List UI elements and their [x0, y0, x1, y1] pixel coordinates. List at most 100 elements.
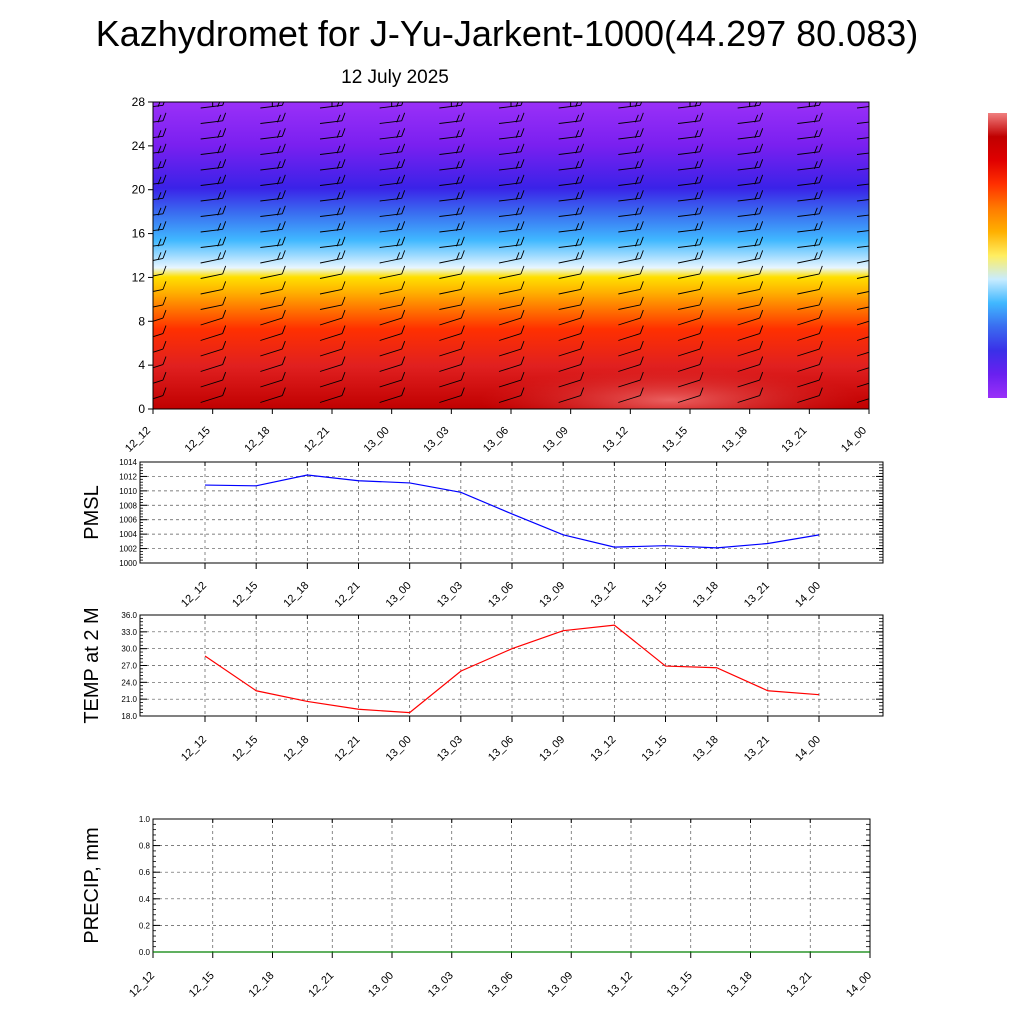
x-tick-label: 13_09 — [537, 580, 567, 610]
wind-barb-shaft — [153, 213, 164, 216]
wind-barb-flag — [575, 207, 580, 216]
wind-barb-flag — [575, 145, 580, 154]
wind-barb-flag — [401, 281, 406, 290]
wind-barb-shaft — [737, 304, 760, 310]
wind-barb-flag — [401, 387, 406, 396]
wind-barb-flag — [455, 223, 460, 231]
wind-barb-flag — [336, 252, 341, 261]
wind-barb-shaft — [558, 104, 581, 109]
wind-barb-flag — [460, 281, 465, 290]
wind-barb-flag — [580, 309, 585, 319]
wind-barb-shaft — [797, 304, 820, 310]
wind-barb-flag — [639, 250, 644, 259]
wind-barb-flag — [460, 325, 465, 334]
wind-barb-flag — [157, 192, 162, 200]
wind-barb-shaft — [260, 244, 283, 248]
x-tick-label: 13_06 — [486, 734, 516, 764]
wind-barb-shaft — [856, 260, 869, 264]
wind-barb-flag — [520, 112, 525, 121]
wind-barb-flag — [341, 387, 346, 396]
wind-barb-shaft — [439, 395, 462, 403]
wind-barb-flag — [699, 143, 704, 152]
wind-barb-shaft — [319, 135, 343, 140]
wind-barb-shaft — [319, 104, 343, 109]
wind-barb-shaft — [439, 135, 462, 140]
wind-barb-flag — [281, 143, 286, 152]
wind-barb-flag — [699, 236, 704, 245]
wind-barb-flag — [162, 143, 167, 152]
wind-barb-shaft — [439, 273, 462, 279]
wind-barb-flag — [455, 145, 460, 154]
wind-barb-flag — [336, 176, 341, 185]
wind-barb-flag — [222, 371, 227, 381]
wind-barb-shaft — [856, 275, 869, 279]
wind-barb-shaft — [153, 151, 164, 154]
wind-barb-flag — [879, 206, 882, 214]
wind-barb-shaft — [260, 379, 283, 388]
x-tick-label: 13_03 — [435, 734, 465, 764]
wind-barb-shaft — [260, 317, 283, 326]
wind-barb-shaft — [677, 273, 701, 279]
x-tick-label: 13_21 — [742, 734, 772, 764]
wind-barb-shaft — [319, 120, 343, 124]
wind-barb-flag — [281, 387, 286, 396]
wind-barb-flag — [580, 356, 585, 365]
wind-barb-flag — [222, 356, 227, 365]
wind-barb-shaft — [319, 317, 343, 326]
wind-barb-flag — [818, 159, 823, 168]
wind-barb-flag — [818, 387, 823, 396]
wind-barb-shaft — [618, 104, 641, 109]
x-tick-label: 12_15 — [187, 970, 217, 1000]
wind-barb-flag — [699, 190, 704, 199]
x-tick-label: 12_18 — [281, 580, 311, 610]
wind-barb-shaft — [856, 106, 869, 109]
wind-barb-flag — [281, 281, 286, 290]
wind-barb-flag — [396, 176, 401, 185]
wind-barb-flag — [879, 341, 882, 349]
wind-barb-shaft — [379, 135, 402, 140]
wind-barb-flag — [754, 130, 759, 138]
x-tick-label: 13_12 — [588, 580, 618, 610]
wind-barb-flag — [401, 325, 406, 334]
wind-barb-flag — [699, 296, 704, 306]
y-tick-label: 0.6 — [139, 868, 151, 877]
wind-barb-shaft — [856, 320, 869, 326]
wind-barb-flag — [222, 159, 227, 168]
wind-barb-shaft — [260, 257, 283, 264]
wind-barb-flag — [694, 252, 699, 261]
wind-barb-flag — [818, 340, 823, 350]
wind-barb-flag — [759, 128, 764, 137]
wind-barb-flag — [281, 205, 286, 214]
wind-barb-shaft — [379, 244, 402, 248]
wind-barb-shaft — [153, 348, 164, 353]
y-tick-label: 30.0 — [121, 645, 137, 654]
wind-barb-flag — [580, 190, 585, 199]
wind-barb-flag — [276, 161, 281, 169]
wind-barb-shaft — [856, 245, 869, 248]
wind-barb-flag — [759, 205, 764, 214]
wind-barb-flag — [879, 388, 882, 396]
wind-barb-flag — [281, 159, 286, 168]
wind-barb-shaft — [153, 182, 164, 185]
wind-barb-shaft — [797, 120, 820, 124]
y-tick-label: 0.4 — [139, 895, 151, 904]
wind-barb-flag — [341, 143, 346, 152]
wind-barb-flag — [157, 238, 162, 247]
wind-barb-shaft — [260, 213, 283, 217]
wind-barb-flag — [222, 190, 227, 199]
wind-barb-shaft — [737, 135, 760, 140]
wind-barb-flag — [580, 143, 585, 152]
wind-barb-flag — [515, 192, 520, 200]
wind-barb-flag — [520, 174, 525, 183]
wind-barb-shaft — [153, 228, 164, 231]
wind-barb-flag — [222, 387, 227, 396]
colorbar — [988, 113, 1007, 398]
wind-barb-shaft — [498, 348, 522, 357]
wind-barb-flag — [634, 114, 639, 123]
heatmap-field-rect — [153, 102, 869, 409]
wind-barb-shaft — [856, 214, 869, 217]
wind-barb-shaft — [498, 395, 522, 403]
wind-barb-flag — [634, 130, 639, 138]
wind-barb-flag — [874, 177, 877, 185]
wind-barb-flag — [341, 159, 346, 168]
